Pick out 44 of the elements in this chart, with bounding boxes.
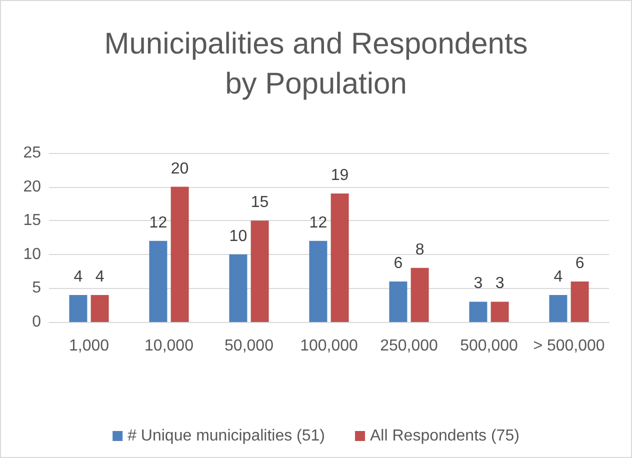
y-tick-label: 10: [23, 246, 42, 263]
data-label: 6: [575, 254, 584, 272]
x-tick-label: 1,000: [68, 338, 110, 354]
bar: [549, 294, 568, 322]
bar: [570, 281, 589, 322]
bar: [90, 294, 109, 322]
y-tick-label: 0: [32, 314, 42, 330]
data-label: 4: [554, 268, 563, 286]
data-label: 4: [74, 268, 83, 286]
y-tick-label: 20: [23, 178, 42, 196]
x-tick-label: 250,000: [380, 338, 438, 354]
y-tick-label: 15: [23, 212, 42, 230]
data-label: 4: [95, 268, 104, 286]
x-tick-label: 10,000: [144, 338, 194, 354]
bar: [330, 194, 349, 322]
bar: [469, 302, 488, 322]
legend-label: # Unique municipalities (51): [128, 428, 326, 444]
y-tick-label: 5: [32, 280, 42, 297]
bar: [309, 240, 328, 322]
data-label: 10: [229, 228, 248, 245]
x-tick-label: 500,000: [460, 338, 518, 354]
data-label: 8: [415, 241, 424, 258]
bar: [410, 268, 429, 322]
bar: [149, 240, 168, 322]
data-label: 3: [474, 275, 483, 292]
bar: [389, 281, 408, 322]
chart-title: Municipalities and Respondents by Population: [104, 28, 528, 100]
legend-label: All Respondents (75): [370, 428, 520, 444]
bar: [69, 294, 88, 322]
bar: [490, 302, 509, 322]
x-tick-label: 50,000: [224, 338, 274, 354]
x-tick-label: > 500,000: [533, 338, 605, 354]
data-label: 15: [250, 194, 269, 212]
y-tick-label: 25: [23, 144, 42, 162]
data-label: 20: [170, 160, 189, 178]
bar: [229, 254, 248, 322]
bar: [170, 186, 189, 322]
data-label: 19: [330, 167, 349, 184]
x-tick-label: 100,000: [300, 338, 358, 354]
data-label: 6: [394, 254, 403, 272]
data-label: 12: [149, 214, 168, 232]
data-label: 12: [309, 214, 328, 232]
data-label: 3: [495, 275, 504, 292]
bar: [250, 220, 269, 322]
